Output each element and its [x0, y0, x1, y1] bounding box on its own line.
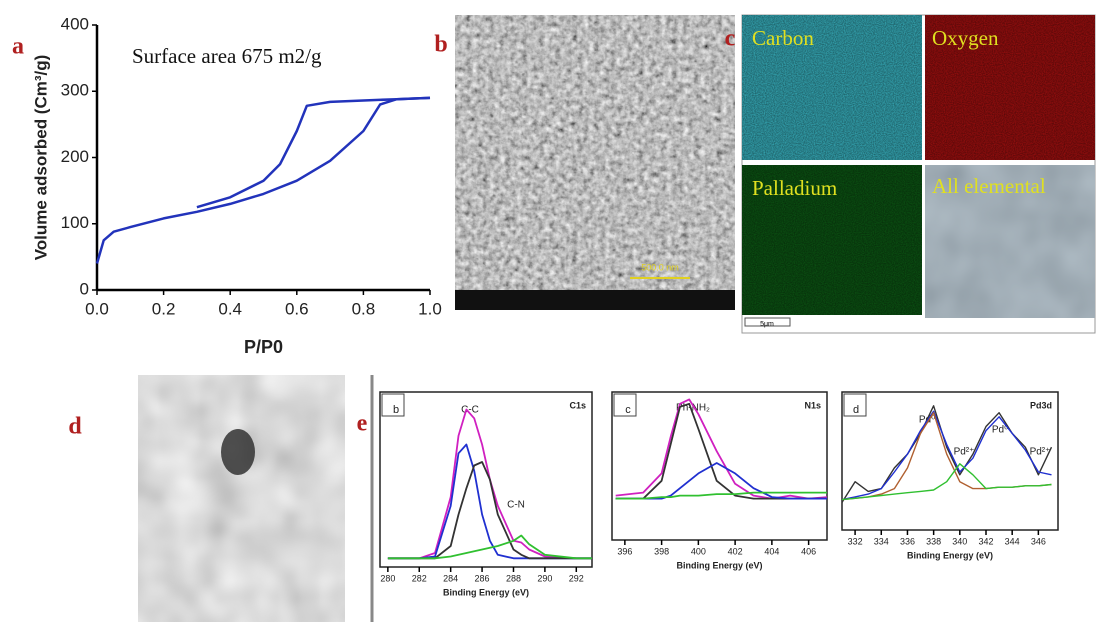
annotation: Pd²⁺ — [954, 447, 975, 458]
x-tick-label: 332 — [848, 536, 863, 546]
annotation: Pd²⁺ — [1030, 447, 1051, 458]
panel-label-box — [613, 393, 637, 417]
carbon-map-noise — [742, 15, 922, 160]
eds-scale-label: 5μm — [760, 321, 774, 328]
y-tick-label: 300 — [61, 81, 89, 100]
x-tick-label: 284 — [443, 573, 458, 583]
panel-label: a — [12, 34, 24, 60]
scale-bar — [744, 317, 791, 327]
chart-title: Pd3d — [1030, 400, 1052, 410]
x-tick-label: 334 — [874, 536, 889, 546]
x-tick-label: 0.6 — [285, 299, 309, 318]
oxygen-map-noise — [925, 15, 1095, 160]
x-axis-label: Binding Energy (eV) — [443, 587, 529, 597]
y-tick-label: 400 — [61, 14, 89, 33]
x-tick-label: 342 — [978, 536, 993, 546]
panel-label: b — [393, 404, 399, 416]
series-line — [387, 408, 592, 560]
sem-image — [455, 15, 735, 310]
annotation: Pd⁰ — [992, 425, 1008, 436]
annotation: Surface area 675 m2/g — [132, 44, 322, 68]
panel-label: d — [68, 414, 82, 440]
series-line — [615, 402, 827, 500]
x-tick-label: 402 — [728, 546, 743, 556]
x-tick-label: 292 — [569, 573, 584, 583]
panel-label: d — [853, 404, 859, 416]
panel-label-box — [843, 393, 867, 417]
y-tick-label: 0 — [80, 279, 89, 298]
chart-title: C1s — [569, 400, 586, 410]
x-tick-label: 288 — [506, 573, 521, 583]
panel-label: e — [357, 411, 368, 437]
annotation: Ph-NH₂ — [676, 403, 710, 414]
series-line — [387, 534, 592, 560]
x-tick-label: 340 — [952, 536, 967, 546]
panel-label: c — [625, 404, 631, 416]
palladium-map-noise — [742, 165, 922, 315]
series-line — [841, 410, 1052, 501]
x-tick-label: 336 — [900, 536, 915, 546]
sem-info-bar — [455, 290, 735, 310]
plot-frame — [379, 391, 593, 568]
x-tick-label: 344 — [1005, 536, 1020, 546]
series-line — [387, 443, 592, 560]
series-line — [387, 461, 592, 560]
x-tick-label: 280 — [380, 573, 395, 583]
x-axis-label: Binding Energy (eV) — [907, 550, 993, 560]
series-line — [841, 463, 1052, 501]
series-line — [196, 96, 431, 209]
map-label: All elemental — [932, 174, 1046, 198]
chart-title: N1s — [804, 400, 821, 410]
annotation: C-C — [461, 405, 479, 416]
series-line — [615, 462, 827, 500]
y-tick-label: 200 — [61, 147, 89, 166]
x-tick-label: 396 — [617, 546, 632, 556]
x-tick-label: 338 — [926, 536, 941, 546]
panel-label: b — [434, 32, 447, 58]
all-map-texture — [925, 165, 1095, 318]
x-tick-label: 0.4 — [218, 299, 242, 318]
x-tick-label: 406 — [801, 546, 816, 556]
x-tick-label: 1.0 — [418, 299, 442, 318]
x-tick-label: 286 — [475, 573, 490, 583]
series-line — [615, 398, 828, 500]
x-tick-label: 290 — [537, 573, 552, 583]
x-tick-label: 0.2 — [152, 299, 176, 318]
x-tick-label: 0.8 — [352, 299, 376, 318]
panel-label: c — [725, 26, 736, 52]
x-axis-label: Binding Energy (eV) — [676, 560, 762, 570]
y-axis-label: Volume adsorbed (Cm³/g) — [31, 55, 50, 261]
plot-frame — [611, 391, 828, 541]
map-label: Oxygen — [932, 26, 999, 50]
x-tick-label: 346 — [1031, 536, 1046, 546]
x-tick-label: 400 — [691, 546, 706, 556]
x-tick-label: 404 — [764, 546, 779, 556]
x-tick-label: 0.0 — [85, 299, 109, 318]
tem-image — [138, 375, 345, 622]
nanoparticle — [221, 429, 255, 475]
series-line — [615, 491, 827, 500]
map-label: Carbon — [752, 26, 814, 50]
x-tick-label: 398 — [654, 546, 669, 556]
x-axis-label: P/P0 — [244, 337, 283, 357]
plot-frame — [841, 391, 1059, 531]
y-tick-label: 100 — [61, 213, 89, 232]
panel-label-box — [381, 393, 405, 417]
x-tick-label: 282 — [412, 573, 427, 583]
annotation: C-N — [507, 500, 525, 511]
series-line — [95, 96, 431, 264]
sem-scale-label: 500.0 nm — [641, 262, 679, 272]
map-label: Palladium — [752, 176, 837, 200]
